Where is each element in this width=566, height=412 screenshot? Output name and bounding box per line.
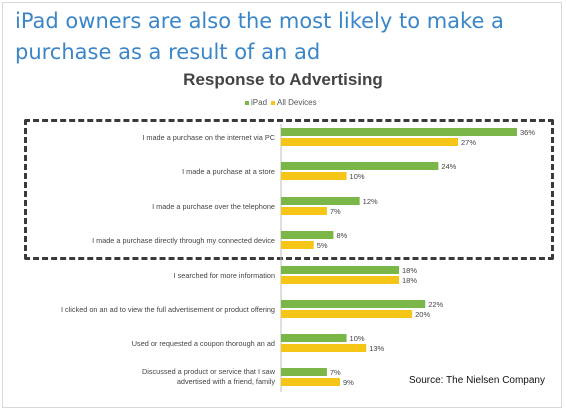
- bar-ipad: [281, 128, 517, 136]
- category-label: I made a purchase over the telephone: [152, 202, 275, 211]
- legend-item-ipad: iPad: [245, 98, 267, 107]
- bar-all-devices: [281, 138, 458, 146]
- legend-label-ipad: iPad: [251, 98, 268, 107]
- data-label: 7%: [330, 207, 341, 216]
- highlight-box: [24, 119, 554, 260]
- bar-all-devices: [281, 172, 347, 180]
- data-label: 5%: [317, 241, 328, 250]
- data-label: 10%: [350, 172, 365, 181]
- bar-ipad: [281, 266, 399, 274]
- bar-ipad: [281, 162, 439, 170]
- data-label: 27%: [461, 138, 476, 147]
- legend: iPad All Devices: [245, 98, 317, 107]
- category-label: I made a purchase directly through my co…: [92, 236, 275, 245]
- headline: iPad owners are also the most likely to …: [15, 9, 504, 64]
- data-label: 18%: [402, 266, 417, 275]
- data-label: 24%: [441, 162, 456, 171]
- data-label: 20%: [415, 310, 430, 319]
- category-label: Used or requested a coupon thorough an a…: [132, 339, 275, 348]
- bar-all-devices: [281, 310, 413, 318]
- legend-swatch-ipad: [245, 100, 249, 105]
- category-label: Discussed a product or service that I sa…: [142, 367, 276, 386]
- legend-swatch-all-devices: [271, 100, 276, 105]
- bar-all-devices: [281, 378, 340, 386]
- bar-ipad: [281, 231, 334, 239]
- bar-all-devices: [281, 207, 327, 215]
- bar-ipad: [281, 197, 360, 205]
- data-label: 7%: [330, 368, 341, 377]
- bar-all-devices: [281, 344, 367, 352]
- legend-item-all-devices: All Devices: [271, 98, 317, 107]
- data-label: 10%: [350, 334, 365, 343]
- data-label: 22%: [428, 300, 443, 309]
- data-label: 9%: [343, 378, 354, 387]
- data-label: 13%: [369, 344, 384, 353]
- category-label: I made a purchase on the internet via PC: [142, 133, 275, 142]
- bar-all-devices: [281, 276, 399, 284]
- bar-ipad: [281, 368, 327, 376]
- chart-title: Response to Advertising: [183, 70, 383, 89]
- data-label: 8%: [336, 231, 347, 240]
- bar-all-devices: [281, 241, 314, 249]
- data-label: 12%: [363, 197, 378, 206]
- category-label: I made a purchase at a store: [182, 167, 275, 176]
- bar-ipad: [281, 300, 426, 308]
- legend-label-all-devices: All Devices: [277, 98, 317, 107]
- outer-frame: [2, 2, 562, 408]
- category-label: I searched for more information: [174, 271, 275, 280]
- data-label: 18%: [402, 276, 417, 285]
- source-note: Source: The Nielsen Company: [409, 375, 545, 386]
- bar-ipad: [281, 334, 347, 342]
- data-label: 36%: [520, 128, 535, 137]
- category-label: I clicked on an ad to view the full adve…: [61, 305, 275, 314]
